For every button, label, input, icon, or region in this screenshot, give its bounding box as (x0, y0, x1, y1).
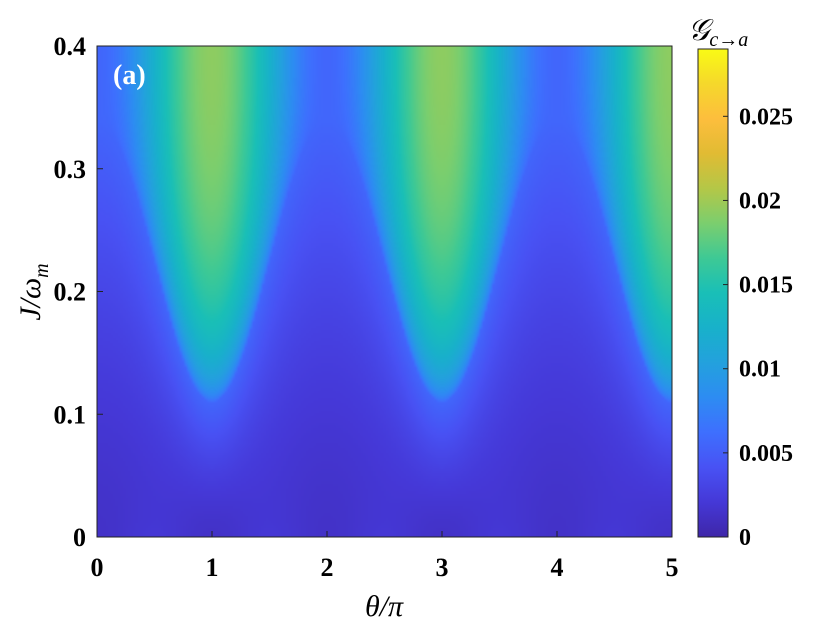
x-axis-label: θ/π (365, 590, 404, 623)
colorbar: 0 0.005 0.01 0.015 0.02 0.025 𝒢c→a (688, 14, 793, 551)
y-tick-label: 0.3 (54, 155, 87, 184)
colorbar-gradient (697, 48, 729, 538)
x-axis-ticks: 0 1 2 3 4 5 (91, 531, 679, 582)
colorbar-tick-label: 0.02 (739, 188, 781, 214)
y-axis-label-sub: m (31, 263, 53, 277)
x-tick-label: 3 (436, 553, 449, 582)
colorbar-label-sub: c→a (709, 29, 748, 51)
y-axis-ticks: 0 0.1 0.2 0.3 0.4 (54, 32, 103, 552)
colorbar-tick-label: 0.005 (739, 441, 793, 467)
colorbar-tick-label: 0 (739, 525, 751, 551)
y-tick-label: 0.1 (54, 400, 87, 429)
y-tick-label: 0.2 (54, 278, 87, 307)
plot-area: (a) (96, 45, 673, 538)
y-tick-label: 0.4 (54, 32, 87, 61)
colorbar-tick-label: 0.025 (739, 104, 793, 130)
colorbar-label: 𝒢c→a (688, 14, 748, 51)
panel-label: (a) (113, 60, 146, 91)
x-tick-label: 2 (321, 553, 334, 582)
x-tick-label: 5 (666, 553, 679, 582)
colorbar-tick-label: 0.015 (739, 273, 793, 299)
x-tick-label: 1 (206, 553, 219, 582)
y-tick-label: 0 (73, 523, 86, 552)
y-axis-label: J/ωm (14, 263, 53, 320)
colorbar-ticks: 0 0.005 0.01 0.015 0.02 0.025 (723, 104, 793, 551)
x-tick-label: 0 (91, 553, 104, 582)
heatmap-image (97, 46, 672, 537)
colorbar-tick-label: 0.01 (739, 357, 781, 383)
x-tick-label: 4 (551, 553, 564, 582)
y-axis-label-main: J/ω (14, 278, 47, 321)
